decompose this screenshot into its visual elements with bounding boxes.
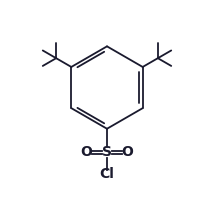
Text: O: O bbox=[122, 145, 134, 159]
Text: Cl: Cl bbox=[100, 167, 114, 181]
Text: S: S bbox=[102, 145, 112, 159]
Text: O: O bbox=[80, 145, 92, 159]
